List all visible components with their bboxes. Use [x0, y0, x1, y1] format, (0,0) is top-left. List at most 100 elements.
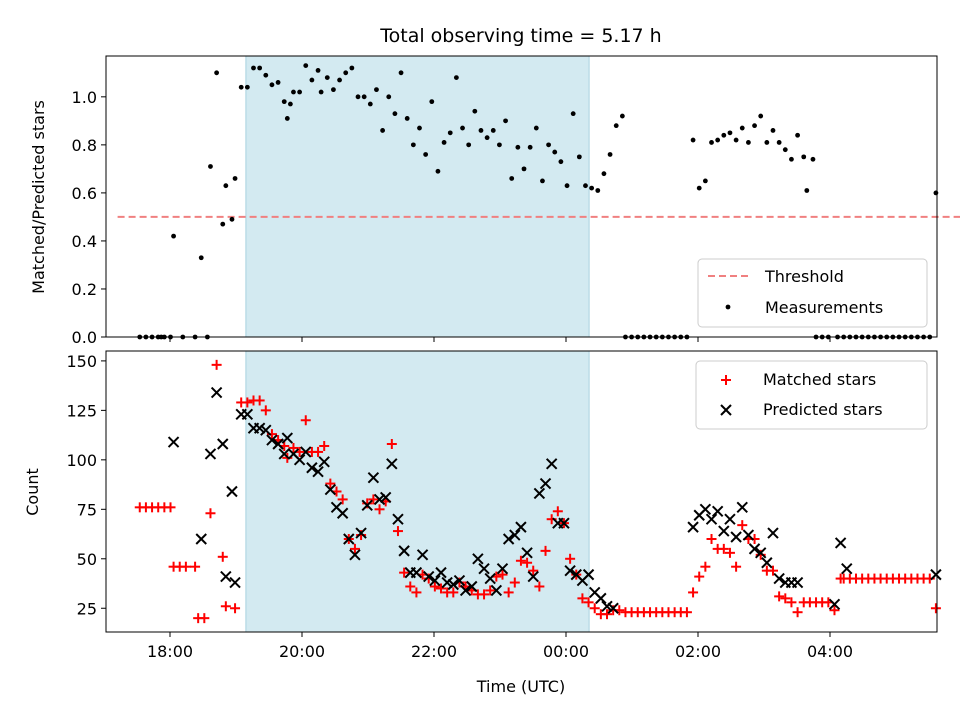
predicted-x-b: [545, 458, 558, 470]
measurement-point: [453, 75, 459, 81]
predicted-x-b: [217, 438, 229, 450]
measurement-point: [318, 89, 324, 95]
measurement-point: [696, 185, 702, 191]
predicted-x-b: [220, 570, 232, 583]
measurement-point: [229, 216, 235, 222]
predicted-star-marker: [167, 436, 180, 448]
matched-star-marker: [405, 581, 416, 592]
legend-measurement-swatch: [725, 304, 731, 310]
ratio-panel: 0.0 0.2 0.4 0.6 0.8 1.0 Matched/Predicted sta…: [29, 55, 960, 347]
predicted-star-marker: [195, 533, 207, 545]
predicted-x-b: [589, 586, 601, 599]
predicted-star-marker: [300, 446, 312, 458]
measurement-point: [223, 183, 229, 189]
measurement-point: [331, 87, 336, 93]
measurement-point: [392, 111, 398, 117]
measurement-point: [521, 166, 527, 172]
predicted-x-b: [367, 471, 380, 484]
matched-star-marker: [681, 607, 692, 618]
predicted-x-b: [742, 529, 755, 541]
matched-star-marker: [368, 494, 379, 505]
predicted-x-b: [730, 531, 742, 543]
matched-star-marker: [694, 571, 705, 582]
count-y-tick-label: 75: [77, 500, 97, 519]
predicted-star-marker: [226, 485, 238, 498]
count-y-tick-label: 25: [77, 599, 97, 618]
matched-star-marker: [706, 533, 717, 544]
matched-star-marker: [774, 591, 785, 602]
predicted-x-b: [343, 533, 355, 545]
predicted-x-b: [229, 576, 241, 589]
measurement-point: [564, 183, 570, 189]
count-y-tick-label: 50: [77, 550, 97, 569]
matched-star-marker: [534, 581, 545, 592]
predicted-star-marker: [355, 527, 367, 539]
predicted-star-marker: [361, 499, 373, 512]
matched-star-marker: [436, 583, 447, 594]
count-x-tick-label: 18:00: [147, 642, 193, 661]
count-x-tick-label: 20:00: [279, 642, 325, 661]
measurement-point: [478, 128, 484, 133]
predicted-x-b: [293, 454, 306, 466]
matched-star-marker: [552, 506, 563, 517]
matched-star-marker: [230, 603, 241, 614]
matched-star-marker: [718, 543, 729, 554]
predicted-star-marker: [496, 562, 509, 575]
matched-star-marker: [497, 569, 508, 580]
predicted-star-marker: [521, 547, 533, 559]
measurement-point: [515, 144, 521, 150]
measurement-point: [576, 154, 582, 160]
predicted-x-b: [533, 487, 546, 500]
predicted-star-marker: [416, 549, 429, 561]
predicted-x-b: [204, 448, 217, 460]
measurement-point: [171, 233, 176, 239]
predicted-star-marker: [220, 570, 232, 583]
predicted-x-b: [521, 547, 533, 559]
predicted-star-marker: [392, 513, 404, 525]
measurement-point: [291, 89, 296, 95]
measurement-point: [789, 156, 794, 162]
predicted-x-b: [312, 466, 324, 478]
predicted-star-marker: [601, 600, 613, 612]
predicted-star-marker: [373, 493, 386, 506]
measurement-point: [208, 164, 213, 169]
measurement-point: [770, 128, 776, 133]
predicted-star-marker: [386, 458, 398, 470]
predicted-star-marker: [343, 533, 355, 545]
matched-star-marker: [399, 567, 410, 578]
predicted-x-b: [226, 485, 238, 498]
measurement-point: [466, 142, 472, 148]
predicted-star-marker: [484, 572, 496, 585]
measurement-point: [619, 113, 625, 119]
matched-star-marker: [374, 504, 385, 515]
measurement-point: [220, 221, 226, 227]
matched-star-marker: [602, 609, 613, 620]
predicted-x-b: [349, 549, 361, 561]
measurement-point: [309, 77, 315, 83]
predicted-x-b: [748, 543, 761, 555]
predicted-x-b: [582, 568, 595, 581]
measurement-point: [244, 84, 250, 90]
count-y-axis-label: Count: [23, 468, 42, 516]
predicted-x-b: [564, 564, 576, 577]
measurement-point: [490, 128, 496, 133]
predicted-x-b: [539, 477, 552, 490]
predicted-star-marker: [558, 517, 570, 529]
count-y-tick-label: 100: [66, 451, 97, 470]
measurement-point: [595, 188, 601, 193]
measurement-point: [776, 140, 782, 145]
predicted-star-marker: [742, 529, 755, 541]
predicted-star-marker: [841, 562, 853, 575]
measurement-point: [552, 149, 558, 155]
predicted-x-b: [834, 537, 847, 549]
predicted-star-marker: [699, 503, 712, 516]
predicted-x-b: [392, 513, 404, 525]
measurement-point: [198, 255, 204, 261]
measurement-point: [801, 154, 807, 160]
measurement-point: [727, 130, 733, 136]
predicted-x-b: [210, 386, 223, 399]
measurement-point: [441, 140, 447, 145]
predicted-x-b: [761, 557, 773, 569]
count-x-tick-label: 22:00: [411, 642, 457, 661]
